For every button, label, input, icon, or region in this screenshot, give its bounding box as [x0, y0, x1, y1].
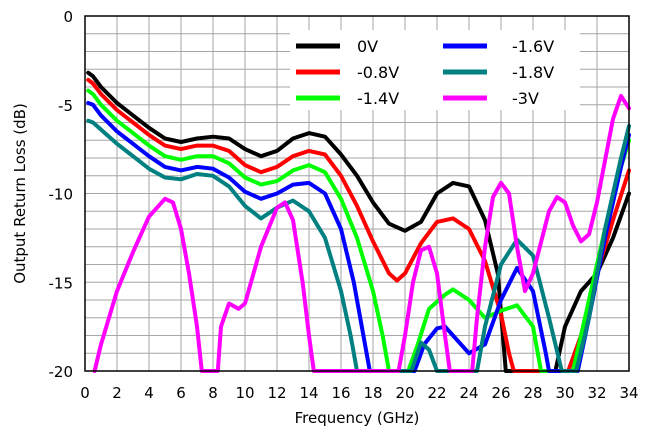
- series-line-2: [86, 88, 631, 373]
- y-tick-label: -20: [49, 363, 74, 381]
- x-tick-label: 30: [555, 384, 574, 402]
- series-line-4: [86, 118, 631, 373]
- x-tick-label: 8: [208, 384, 218, 402]
- x-tick-label: 2: [112, 384, 122, 402]
- x-tick-label: 26: [491, 384, 510, 402]
- x-tick-label: 16: [331, 384, 350, 402]
- legend-label-0: 0V: [357, 37, 378, 56]
- legend-label-4: -1.8V: [512, 63, 554, 82]
- x-tick-label: 14: [299, 384, 318, 402]
- y-tick-label: -5: [58, 97, 73, 115]
- x-tick-label: 34: [619, 384, 638, 402]
- x-tick-label: 4: [144, 384, 154, 402]
- legend: 0V -0.8V -1.4V -1.6V -1.8V -3V: [296, 37, 554, 108]
- series-line-1: [86, 77, 631, 373]
- x-tick-label: 32: [587, 384, 606, 402]
- legend-label-3: -1.6V: [512, 37, 554, 56]
- y-axis-ticks: 0 -5 -10 -15 -20: [49, 8, 74, 381]
- x-tick-label: 24: [459, 384, 478, 402]
- x-tick-label: 22: [427, 384, 446, 402]
- x-tick-label: 28: [523, 384, 542, 402]
- y-tick-label: -10: [49, 186, 74, 204]
- x-tick-label: 0: [80, 384, 90, 402]
- x-tick-label: 18: [363, 384, 382, 402]
- y-tick-label: -15: [49, 274, 74, 292]
- y-tick-label: 0: [63, 8, 73, 26]
- x-axis-label: Frequency (GHz): [295, 409, 420, 427]
- x-tick-label: 10: [235, 384, 254, 402]
- x-tick-label: 6: [176, 384, 186, 402]
- y-axis-label: Output Return Loss (dB): [11, 103, 29, 284]
- x-tick-label: 12: [267, 384, 286, 402]
- x-tick-label: 20: [395, 384, 414, 402]
- series-line-5: [92, 93, 631, 373]
- series-lines: [86, 70, 631, 373]
- x-axis-ticks: 0 2 4 6 8 10 12 14 16 18 20 22 24 26 28 30 32 34: [80, 384, 638, 402]
- plot-frame: [84, 15, 630, 372]
- legend-label-5: -3V: [512, 89, 539, 108]
- legend-label-1: -0.8V: [357, 63, 399, 82]
- series-line-3: [86, 101, 631, 373]
- legend-label-2: -1.4V: [357, 89, 399, 108]
